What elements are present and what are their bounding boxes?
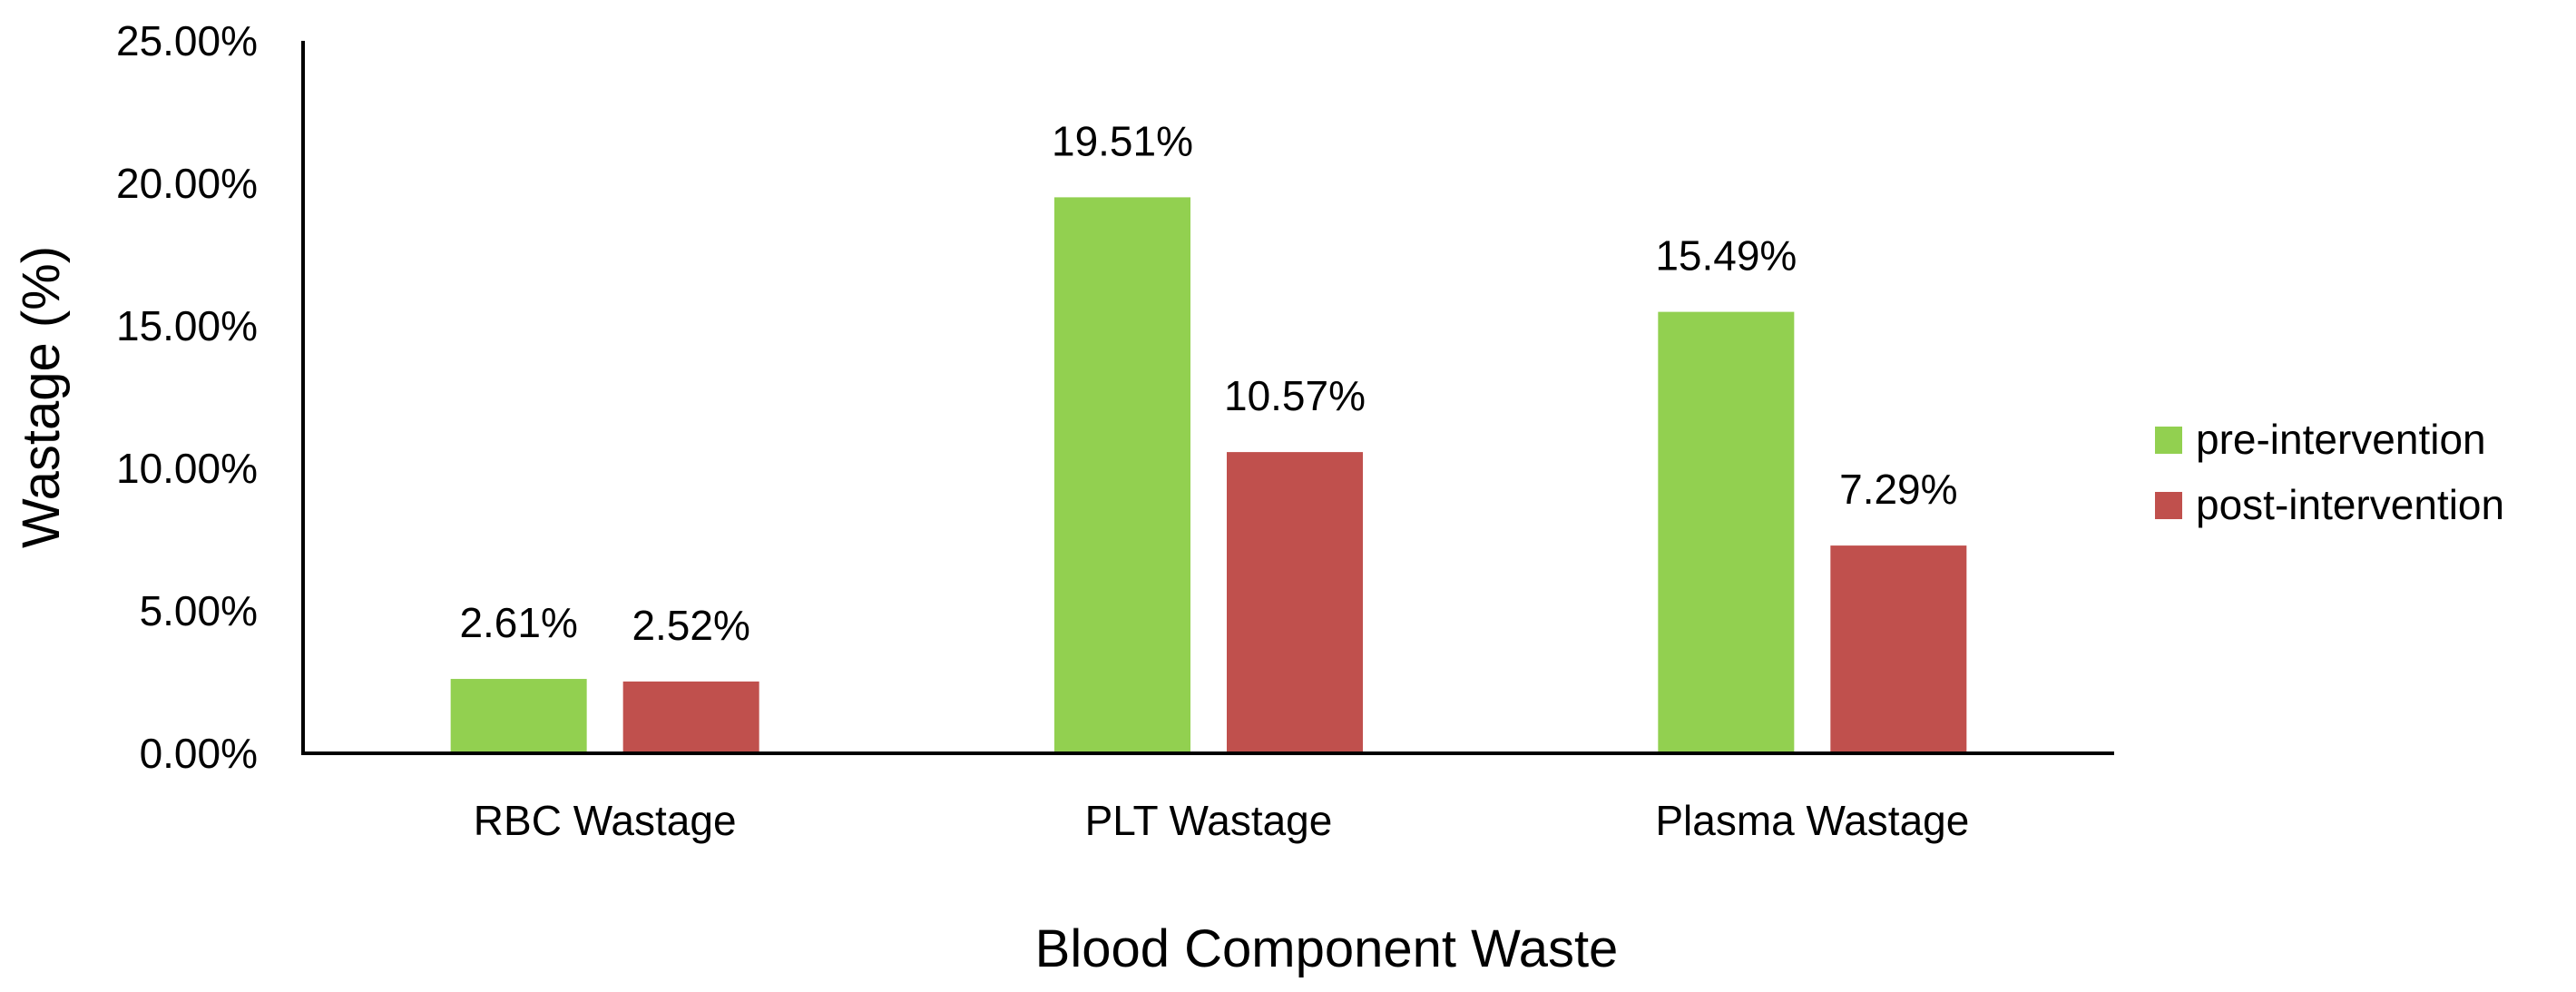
- y-tick-label: 25.00%: [116, 17, 258, 64]
- x-category-label: RBC Wastage: [474, 797, 737, 844]
- data-label: 2.52%: [632, 602, 749, 649]
- y-tick-label: 20.00%: [116, 160, 258, 207]
- data-label: 7.29%: [1839, 466, 1957, 513]
- legend-swatch: [2155, 427, 2182, 454]
- y-tick-label: 15.00%: [116, 302, 258, 349]
- y-axis-title: Wastage (%): [12, 246, 71, 548]
- legend-label: post-intervention: [2196, 481, 2504, 528]
- legend-label: pre-intervention: [2196, 416, 2486, 463]
- legend-swatch: [2155, 492, 2182, 519]
- data-label: 19.51%: [1052, 117, 1193, 164]
- legend: pre-intervention post-intervention: [2155, 416, 2504, 528]
- y-axis-ticks: 0.00% 5.00% 10.00% 15.00% 20.00% 25.00%: [116, 17, 258, 777]
- bar-pre-intervention-2: [1658, 311, 1795, 753]
- x-category-label: PLT Wastage: [1085, 797, 1333, 844]
- x-category-label: Plasma Wastage: [1655, 797, 1969, 844]
- x-axis-categories: RBC Wastage PLT Wastage Plasma Wastage: [474, 797, 1970, 844]
- bars: [450, 197, 1967, 754]
- y-tick-label: 5.00%: [140, 587, 258, 634]
- data-label: 2.61%: [459, 599, 577, 646]
- x-axis-title: Blood Component Waste: [1035, 919, 1619, 978]
- bar-post-intervention-1: [1227, 452, 1363, 753]
- bar-pre-intervention-0: [450, 679, 587, 753]
- bar-post-intervention-0: [622, 681, 759, 753]
- bar-pre-intervention-1: [1054, 197, 1190, 754]
- y-tick-label: 10.00%: [116, 445, 258, 492]
- data-label: 10.57%: [1224, 372, 1366, 419]
- bar-post-intervention-2: [1830, 545, 1967, 753]
- data-label: 15.49%: [1655, 232, 1797, 280]
- data-labels: 2.61% 2.52% 19.51% 10.57% 15.49% 7.29%: [459, 117, 1957, 648]
- y-tick-label: 0.00%: [140, 730, 258, 777]
